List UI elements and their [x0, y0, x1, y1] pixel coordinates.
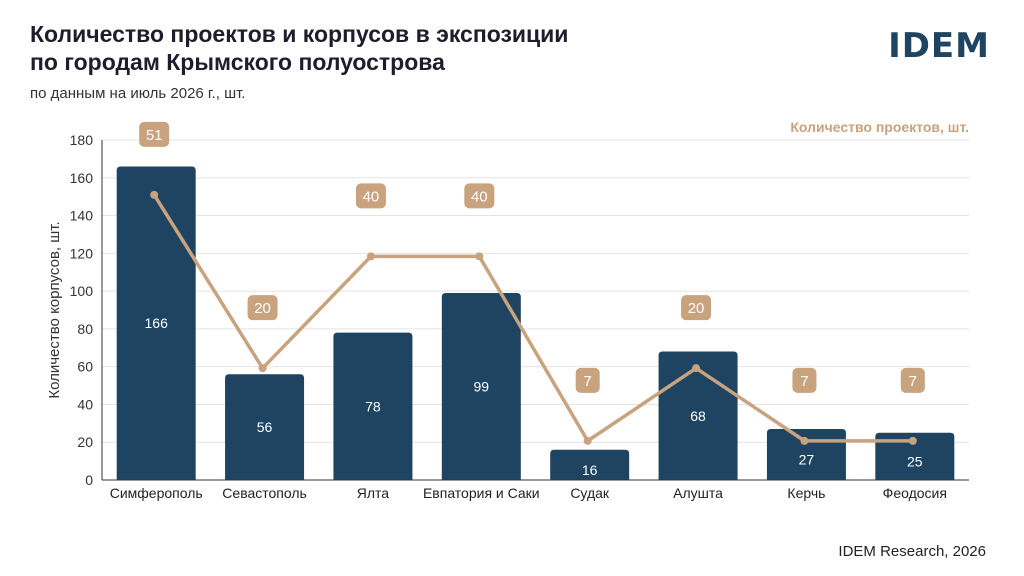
projects-label-box [792, 367, 817, 393]
bar [116, 166, 196, 480]
y-tick-label: 0 [85, 472, 93, 488]
source-note: IDEM Research, 2026 [838, 543, 986, 560]
y-tick-label: 80 [77, 321, 93, 337]
y-tick-label: 60 [77, 359, 93, 375]
bar [225, 374, 305, 480]
projects-point [692, 364, 701, 373]
bar-value-label: 78 [365, 398, 381, 414]
bar-value-label: 16 [582, 462, 598, 478]
projects-value-label: 7 [800, 373, 808, 390]
x-tick-label: Керчь [787, 485, 825, 501]
x-tick-label: Евпатория и Саки [423, 485, 540, 501]
x-tick-label: Симферополь [110, 485, 203, 501]
x-tick-label: Судак [570, 485, 610, 501]
projects-label-box [139, 121, 170, 147]
bar-value-labels: 166 56 78 99 16 68 27 25 [145, 315, 923, 478]
projects-value-label: 20 [254, 300, 271, 317]
y-axis: 0 20 40 60 80 100 120 140 160 180 [70, 132, 969, 488]
projects-label-box [900, 367, 925, 393]
grid-lines [102, 139, 969, 443]
projects-label-box [247, 295, 278, 321]
bar-value-label: 166 [145, 315, 169, 331]
projects-point [475, 252, 484, 261]
projects-value-label: 40 [363, 188, 380, 205]
chart-title-line-1: Количество проектов и корпусов в экспози… [30, 21, 569, 47]
bar-value-label: 99 [474, 379, 490, 395]
y-tick-label: 40 [77, 396, 93, 412]
chart-title-line-2: по городам Крымского полуострова [30, 49, 445, 75]
projects-label-box [681, 295, 712, 321]
bar-value-label: 56 [257, 419, 273, 435]
bar [875, 432, 955, 480]
bar-value-label: 25 [907, 453, 923, 469]
bar [333, 332, 413, 480]
projects-label-box [575, 367, 600, 393]
projects-line [152, 193, 913, 443]
x-axis: Симферополь Севастополь Ялта Евпатория и Са… [110, 485, 947, 501]
projects-point [258, 364, 267, 373]
bar [550, 449, 630, 480]
chart-title: Количество проектов и корпусов в экспози… [30, 20, 710, 76]
projects-value-label: 20 [688, 300, 705, 317]
y-tick-label: 180 [70, 132, 94, 148]
legend-projects: Количество проектов, шт. [790, 119, 969, 135]
projects-line-series [150, 190, 917, 445]
bar [441, 293, 521, 480]
x-tick-label: Феодосия [883, 485, 947, 501]
projects-value-label: 40 [471, 188, 488, 205]
projects-label-box [464, 183, 495, 209]
y-tick-label: 140 [70, 208, 94, 224]
y-tick-label: 100 [70, 283, 94, 299]
projects-value-label: 7 [909, 373, 917, 390]
projects-point [150, 190, 159, 199]
x-tick-label: Ялта [357, 485, 390, 501]
bar-value-label: 27 [799, 452, 815, 468]
projects-point [583, 436, 592, 445]
y-tick-label: 160 [70, 170, 94, 186]
y-tick-label: 120 [70, 245, 94, 261]
projects-value-label: 51 [146, 127, 163, 144]
projects-value-label: 7 [584, 373, 592, 390]
y-tick-label: 20 [77, 434, 93, 450]
y-axis-label: Количество корпусов, шт. [46, 221, 63, 398]
x-tick-label: Севастополь [222, 485, 307, 501]
x-tick-label: Алушта [673, 485, 723, 501]
projects-point [800, 436, 809, 445]
bar-series [116, 166, 955, 480]
chart-subtitle: по данным на июль 2026 г., шт. [30, 85, 246, 102]
idem-logo: IDEM [888, 26, 990, 66]
projects-label-box [355, 183, 386, 209]
projects-point [908, 436, 917, 445]
projects-value-labels: 51 20 40 40 7 20 7 7 [139, 121, 925, 393]
bar-value-label: 68 [690, 408, 706, 424]
projects-point [366, 252, 375, 261]
